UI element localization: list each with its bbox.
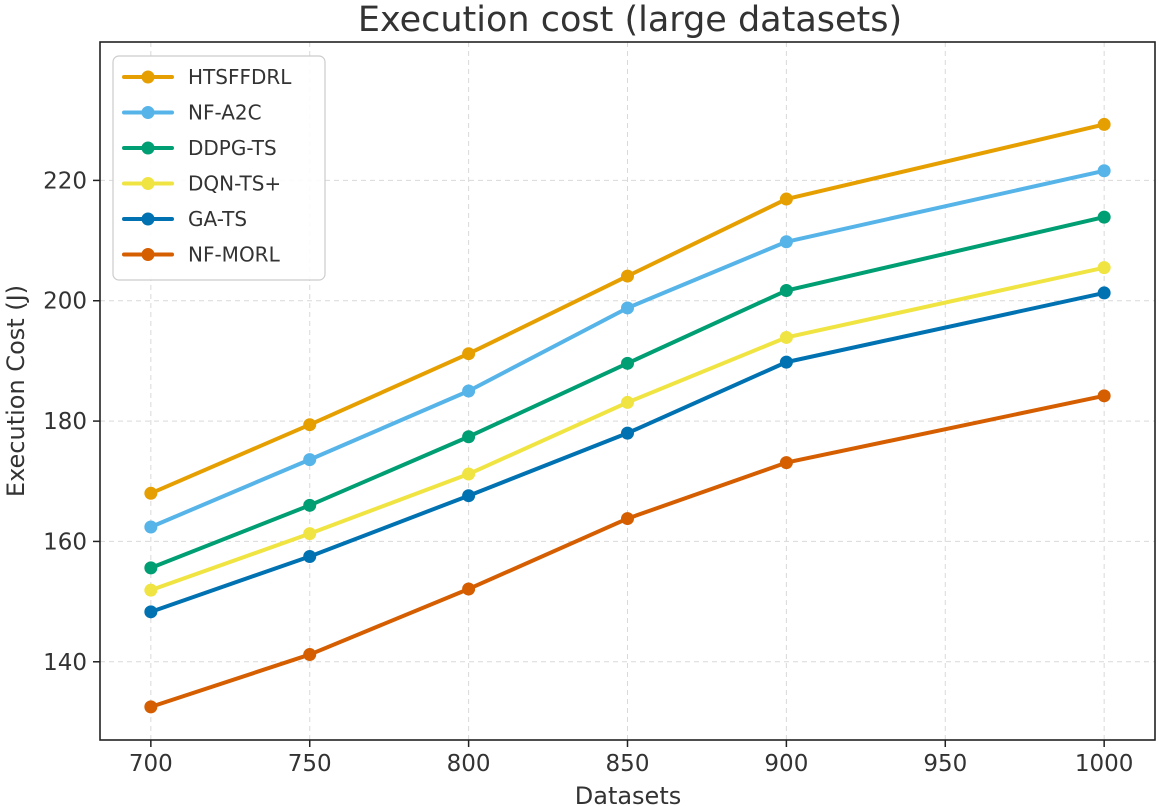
series-ga-ts bbox=[144, 286, 1111, 619]
data-point bbox=[462, 467, 476, 481]
data-point bbox=[1097, 117, 1111, 131]
data-point bbox=[621, 512, 634, 526]
legend-swatch-marker bbox=[141, 212, 155, 226]
x-tick-label: 1000 bbox=[1075, 751, 1134, 777]
series-line bbox=[148, 215, 1107, 570]
data-point bbox=[779, 456, 793, 470]
data-point bbox=[462, 347, 476, 361]
legend-label: NF-MORL bbox=[188, 243, 281, 267]
legend-item: HTSFFDRL bbox=[122, 65, 292, 89]
data-point bbox=[462, 582, 476, 596]
data-point bbox=[462, 430, 476, 444]
data-point bbox=[1097, 389, 1111, 403]
legend: HTSFFDRL NF-A2C DDPG-TS DQN-TS+ GA-TS NF-MORL bbox=[112, 55, 326, 281]
data-point bbox=[303, 498, 317, 512]
data-point bbox=[144, 583, 158, 597]
legend-swatch-marker bbox=[141, 177, 155, 190]
data-point bbox=[1097, 261, 1111, 275]
series-line bbox=[148, 290, 1107, 614]
data-point bbox=[144, 520, 158, 534]
data-point bbox=[303, 418, 317, 432]
legend-item: GA-TS bbox=[122, 207, 247, 231]
x-axis-label: Datasets bbox=[575, 782, 682, 806]
data-point bbox=[621, 269, 634, 283]
data-point bbox=[1097, 210, 1111, 224]
series-nf-morl bbox=[144, 389, 1111, 714]
series-htsffdrl bbox=[144, 117, 1111, 500]
legend-item: NF-A2C bbox=[122, 101, 262, 125]
legend-item: DDPG-TS bbox=[122, 136, 277, 160]
y-tick-label: 200 bbox=[43, 289, 87, 315]
x-tick-label: 800 bbox=[447, 751, 491, 777]
x-tick-label: 850 bbox=[606, 751, 650, 777]
data-point bbox=[303, 453, 317, 467]
data-point bbox=[144, 561, 158, 575]
data-point bbox=[779, 192, 793, 206]
x-tick-label: 900 bbox=[764, 751, 808, 777]
data-point bbox=[1097, 164, 1111, 178]
y-tick-label: 180 bbox=[43, 409, 87, 435]
series-ddpg-ts bbox=[144, 210, 1111, 575]
legend-swatch-marker bbox=[141, 70, 155, 84]
series-dqn-ts- bbox=[144, 261, 1111, 597]
series-line bbox=[148, 122, 1107, 496]
data-point bbox=[779, 235, 793, 249]
legend-label: GA-TS bbox=[188, 207, 247, 231]
data-point bbox=[144, 700, 158, 714]
data-point bbox=[621, 426, 634, 440]
data-point bbox=[621, 395, 634, 409]
y-tick-label: 160 bbox=[43, 529, 87, 555]
axes: 700 750 800 850 900 950 1000 140 160 180 200 220 bbox=[43, 168, 1133, 777]
x-tick-label: 750 bbox=[288, 751, 332, 777]
y-tick-label: 140 bbox=[43, 650, 87, 676]
series-group bbox=[144, 117, 1111, 714]
data-point bbox=[303, 527, 317, 541]
data-point bbox=[621, 301, 634, 315]
data-point bbox=[779, 330, 793, 344]
x-tick-label: 950 bbox=[923, 751, 967, 777]
data-point bbox=[462, 384, 476, 398]
data-point bbox=[621, 356, 634, 370]
legend-item: DQN-TS+ bbox=[122, 172, 281, 196]
y-tick-label: 220 bbox=[43, 168, 87, 194]
data-point bbox=[779, 284, 793, 298]
data-point bbox=[303, 549, 317, 563]
legend-label: HTSFFDRL bbox=[188, 65, 292, 89]
data-point bbox=[1097, 286, 1111, 300]
legend-label: NF-A2C bbox=[188, 101, 262, 125]
data-point bbox=[303, 648, 317, 662]
series-line bbox=[148, 393, 1107, 709]
data-point bbox=[144, 605, 158, 619]
series-line bbox=[148, 168, 1107, 529]
legend-label: DDPG-TS bbox=[188, 136, 277, 160]
legend-label: DQN-TS+ bbox=[188, 172, 281, 196]
data-point bbox=[144, 486, 158, 500]
series-nf-a2c bbox=[144, 164, 1111, 534]
data-point bbox=[462, 489, 476, 503]
legend-swatch-marker bbox=[141, 248, 155, 261]
y-axis-label: Execution Cost (J) bbox=[2, 285, 30, 497]
data-point bbox=[779, 355, 793, 369]
x-tick-label: 700 bbox=[129, 751, 173, 777]
legend-swatch-marker bbox=[141, 106, 155, 119]
series-line bbox=[148, 265, 1107, 593]
legend-item: NF-MORL bbox=[122, 243, 281, 267]
legend-swatch-marker bbox=[141, 141, 155, 155]
chart-title: Execution cost (large datasets) bbox=[358, 0, 902, 40]
